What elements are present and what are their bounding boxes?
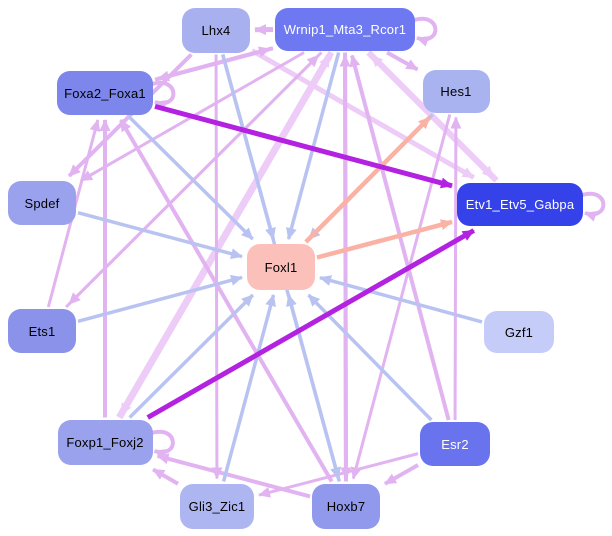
node-Foxl1[interactable]: Foxl1 (247, 244, 315, 290)
node-Gli3_Zic1[interactable]: Gli3_Zic1 (180, 483, 254, 529)
node-label: Ets1 (28, 323, 56, 339)
edge-Lhx4-to-Gli3_Zic1 (211, 54, 223, 480)
node-Esr2[interactable]: Esr2 (420, 422, 490, 466)
edge-Gli3_Zic1-to-Foxl1 (221, 294, 276, 482)
edge-Wrnip1_Mta3_Rcor1-to-Foxl1 (286, 52, 341, 240)
node-Hoxb7[interactable]: Hoxb7 (312, 483, 380, 529)
node-Foxp1_Foxj2[interactable]: Foxp1_Foxj2 (57, 419, 153, 465)
edge-Ets1-to-Foxl1 (77, 274, 243, 324)
edge-Hoxb7-to-Wrnip1_Mta3_Rcor1 (339, 54, 351, 482)
node-Gzf1[interactable]: Gzf1 (484, 311, 554, 353)
node-label: Lhx4 (201, 22, 231, 38)
edge-Etv1_Etv5_Gabpa-to-Wrnip1_Mta3_Rcor1 (369, 53, 499, 183)
edge-Wrnip1_Mta3_Rcor1-to-Hes1 (386, 50, 419, 72)
node-label: Gli3_Zic1 (188, 498, 246, 514)
node-label: Hes1 (440, 83, 472, 99)
edge-Hoxb7-to-Foxp1_Foxj2 (156, 453, 311, 499)
edge-Foxp1_Foxj2-to-Wrnip1_Mta3_Rcor1 (116, 53, 333, 420)
edge-Foxp1_Foxj2-to-Etv1_Etv5_Gabpa (146, 228, 476, 420)
edge-Foxa2_Foxa1-to-Foxa2_Foxa1 (151, 80, 176, 111)
edge-Esr2-to-Hes1 (450, 116, 462, 421)
edge-Gli3_Zic1-to-Foxp1_Foxj2 (152, 467, 179, 486)
node-Lhx4[interactable]: Lhx4 (182, 7, 250, 53)
node-label: Wrnip1_Mta3_Rcor1 (283, 21, 407, 37)
node-Etv1_Etv5_Gabpa[interactable]: Etv1_Etv5_Gabpa (457, 182, 583, 226)
edge-Foxl1-to-Hes1 (304, 115, 432, 244)
edge-Foxa2_Foxa1-to-Wrnip1_Mta3_Rcor1 (154, 46, 271, 82)
node-label: Spdef (24, 195, 60, 211)
edge-Hes1-to-Hoxb7 (350, 114, 452, 480)
edge-Foxp1_Foxj2-to-Foxl1 (128, 293, 255, 419)
node-label: Esr2 (441, 436, 469, 452)
node-Foxa2_Foxa1[interactable]: Foxa2_Foxa1 (57, 71, 153, 115)
node-label: Gzf1 (504, 324, 534, 340)
edge-Esr2-to-Hoxb7 (384, 463, 419, 486)
edge-Foxl1-to-Etv1_Etv5_Gabpa (316, 219, 453, 260)
node-label: Etv1_Etv5_Gabpa (465, 196, 575, 212)
edge-Foxa2_Foxa1-to-Foxl1 (128, 115, 254, 241)
node-Hes1[interactable]: Hes1 (422, 69, 490, 113)
edge-Lhx4-to-Etv1_Etv5_Gabpa (250, 48, 475, 180)
node-label: Hoxb7 (326, 498, 366, 514)
node-label: Foxp1_Foxj2 (66, 434, 144, 450)
edge-Foxp1_Foxj2-to-Foxp1_Foxj2 (150, 429, 175, 460)
node-label: Foxl1 (264, 259, 298, 275)
edge-Wrnip1_Mta3_Rcor1-to-Wrnip1_Mta3_Rcor1 (413, 16, 438, 47)
node-Wrnip1_Mta3_Rcor1[interactable]: Wrnip1_Mta3_Rcor1 (275, 7, 415, 51)
edge-Spdef-to-Foxl1 (77, 210, 243, 260)
edge-Foxa2_Foxa1-to-Etv1_Etv5_Gabpa (154, 103, 453, 189)
node-Ets1[interactable]: Ets1 (8, 309, 76, 353)
edge-Etv1_Etv5_Gabpa-to-Etv1_Etv5_Gabpa (581, 191, 606, 222)
node-Spdef[interactable]: Spdef (8, 181, 76, 225)
edge-Gzf1-to-Foxl1 (319, 275, 483, 324)
edge-Hoxb7-to-Foxa2_Foxa1 (119, 118, 334, 483)
node-label: Foxa2_Foxa1 (64, 85, 146, 101)
